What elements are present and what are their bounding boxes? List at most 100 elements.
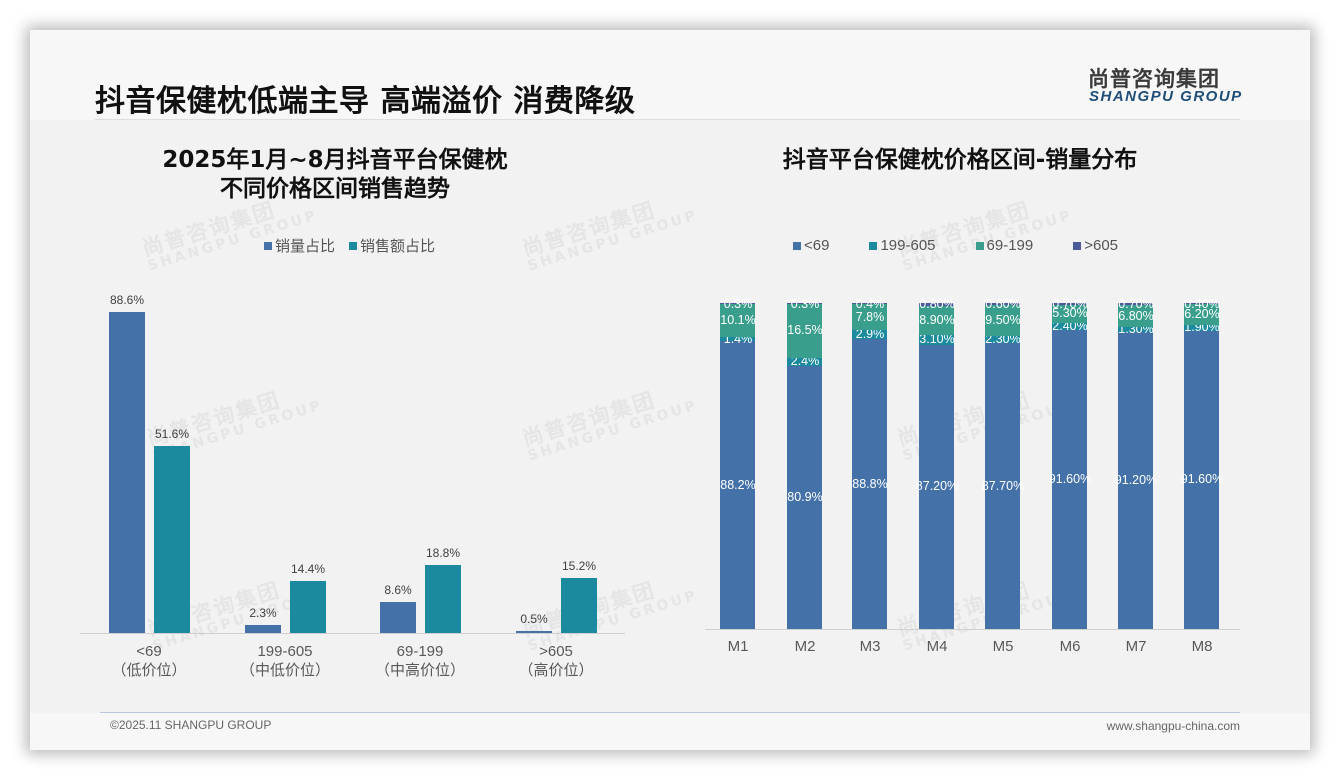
- data-label: 10.1%: [720, 313, 756, 327]
- segment-r199_605: 1.4%: [720, 333, 755, 345]
- segment-gt605: 0.70%: [1118, 298, 1154, 311]
- data-label: 16.5%: [787, 324, 823, 338]
- slide: 抖音保健枕低端主导 高端溢价 消费降级 尚普咨询集团 SHANGPU GROUP…: [30, 30, 1310, 750]
- month-label: M5: [992, 638, 1014, 655]
- data-label: 91.20%: [1114, 473, 1158, 487]
- right-chart-title: 抖音平台保健枕价格区间-销量分布: [782, 147, 1138, 173]
- segment-gt605: 0.70%: [1052, 298, 1088, 311]
- segment-lt69: 91.60%: [1181, 330, 1223, 629]
- left-chart-title: 2025年1月~8月抖音平台保健枕 不同价格区间销售趋势: [162, 147, 508, 202]
- segment-gt605: 0.60%: [985, 298, 1021, 311]
- data-label: 2.40%: [1052, 320, 1088, 333]
- data-label: 87.20%: [915, 480, 959, 494]
- legend-item-69-199: 69-199: [975, 237, 1033, 254]
- data-label: 18.8%: [425, 545, 461, 560]
- footer-divider: [100, 712, 1240, 713]
- month-label: M2: [794, 638, 816, 655]
- x-axis: [80, 633, 625, 634]
- bar-revenue: [290, 580, 326, 633]
- segment-r69_199: 16.5%: [787, 303, 823, 358]
- bar-volume: [516, 631, 552, 633]
- segment-r199_605: 2.9%: [852, 328, 887, 341]
- data-label: 3.10%: [919, 333, 955, 347]
- stacked-bar: 91.60% 2.40% 5.30% 0.70%: [1049, 298, 1091, 629]
- segment-gt605: 0.40%: [1184, 298, 1220, 311]
- data-label: 0.3%: [723, 298, 753, 312]
- category-label: <69 （低价位）: [111, 643, 187, 679]
- legend-swatch: [264, 241, 272, 250]
- segment-lt69: 88.8%: [852, 339, 888, 629]
- data-label: 6.20%: [1184, 307, 1220, 321]
- legend-item-revenue: 销售额占比: [349, 235, 435, 256]
- stacked-bar: 91.20% 1.30% 6.80% 0.70%: [1115, 298, 1157, 629]
- segment-gt605: 0.80%: [919, 298, 955, 311]
- data-label: 87.70%: [981, 479, 1025, 493]
- data-label: 2.4%: [790, 355, 820, 369]
- bar-volume: [380, 601, 416, 633]
- month-label: M7: [1125, 638, 1147, 655]
- category-label: 69-199 （中高价位）: [374, 643, 465, 679]
- bar-volume: [109, 312, 145, 633]
- data-label: 0.60%: [985, 298, 1021, 312]
- category-label: >605 （高价位）: [518, 643, 594, 679]
- data-label: 0.70%: [1118, 298, 1154, 312]
- segment-lt69: 88.2%: [720, 341, 756, 629]
- data-label: 9.50%: [985, 313, 1021, 327]
- month-label: M4: [926, 638, 948, 655]
- legend-swatch: [349, 241, 358, 250]
- header-divider: [95, 119, 1240, 120]
- stacked-bar: 87.70% 2.30% 9.50% 0.60%: [982, 298, 1024, 629]
- segment-lt69: 87.70%: [982, 343, 1024, 629]
- segment-r199_605: 1.30%: [1118, 323, 1154, 336]
- page-title: 抖音保健枕低端主导 高端溢价 消费降级: [95, 84, 636, 119]
- legend-item-volume: 销量占比: [264, 235, 335, 256]
- bar-volume: [245, 624, 281, 633]
- legend-item-199-605: 199-605: [869, 237, 936, 254]
- segment-gt605: 0.3%: [720, 298, 755, 311]
- month-label: M3: [859, 638, 881, 655]
- data-label: 2.9%: [855, 328, 885, 342]
- right-chart-legend: <69 199-605 69-199 >605: [793, 237, 1118, 254]
- segment-lt69: 87.20%: [916, 344, 958, 629]
- segment-r69_199: 6.80%: [1118, 305, 1154, 328]
- month-label: M8: [1191, 638, 1213, 655]
- segment-lt69: 91.20%: [1115, 331, 1157, 629]
- segment-r69_199: 10.1%: [720, 303, 756, 337]
- left-chart-legend: 销量占比 销售额占比: [264, 235, 435, 256]
- segment-lt69: 91.60%: [1049, 330, 1091, 629]
- category-label: 199-605 （中低价位）: [239, 643, 330, 679]
- data-label: 91.60%: [1048, 473, 1092, 487]
- data-label: 14.4%: [290, 561, 326, 576]
- stacked-bar: 87.20% 3.10% 8.90% 0.80%: [916, 298, 958, 629]
- bar-revenue: [154, 446, 190, 633]
- data-label: 0.5%: [520, 612, 548, 627]
- segment-r199_605: 2.4%: [787, 355, 822, 368]
- data-label: 0.80%: [919, 298, 955, 312]
- data-label: 8.90%: [919, 313, 955, 327]
- bar-revenue: [425, 564, 461, 633]
- segment-r69_199: 8.90%: [919, 305, 955, 335]
- legend-item-lt69: <69: [793, 237, 829, 254]
- data-label: 51.6%: [154, 427, 190, 442]
- data-label: 91.60%: [1180, 473, 1224, 487]
- segment-r69_199: 6.20%: [1184, 304, 1220, 325]
- logo-chinese: 尚普咨询集团: [1088, 67, 1220, 91]
- data-label: 0.4%: [855, 298, 885, 312]
- stacked-bar: 80.9% 2.4% 16.5% 0.3%: [787, 298, 823, 629]
- footer-website: www.shangpu-china.com: [1106, 719, 1240, 733]
- data-label: 80.9%: [787, 490, 823, 504]
- segment-r69_199: 7.8%: [852, 304, 887, 330]
- segment-gt605: 0.4%: [852, 298, 887, 311]
- data-label: 8.6%: [384, 582, 412, 597]
- data-label: 88.8%: [852, 477, 888, 491]
- data-label: 2.30%: [985, 333, 1021, 347]
- data-label: 0.3%: [790, 298, 820, 312]
- x-axis: [705, 629, 1240, 630]
- segment-r69_199: 5.30%: [1052, 305, 1088, 323]
- month-label: M1: [727, 638, 749, 655]
- stacked-bar: 88.2% 1.4% 10.1% 0.3%: [720, 298, 756, 629]
- data-label: 15.2%: [561, 558, 597, 573]
